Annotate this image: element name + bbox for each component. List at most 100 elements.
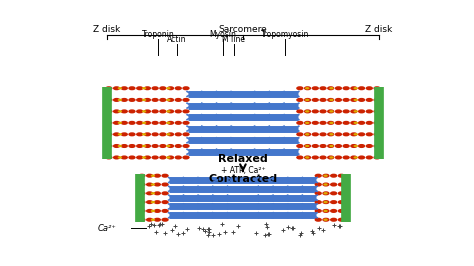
Circle shape	[152, 109, 159, 113]
Circle shape	[358, 121, 365, 125]
Circle shape	[343, 175, 349, 178]
Circle shape	[323, 210, 328, 212]
Circle shape	[354, 99, 358, 101]
Circle shape	[350, 155, 357, 160]
Circle shape	[174, 109, 182, 113]
Circle shape	[330, 174, 337, 178]
Circle shape	[174, 144, 182, 148]
Circle shape	[136, 121, 143, 125]
Text: Myosin: Myosin	[210, 30, 236, 39]
Circle shape	[358, 98, 365, 102]
Circle shape	[311, 98, 319, 102]
Circle shape	[138, 182, 146, 186]
Circle shape	[343, 132, 350, 136]
Circle shape	[335, 86, 342, 90]
Circle shape	[151, 210, 155, 212]
Circle shape	[327, 109, 334, 113]
Circle shape	[128, 144, 136, 148]
Circle shape	[152, 121, 159, 125]
Circle shape	[159, 109, 166, 113]
Circle shape	[350, 132, 357, 136]
Circle shape	[113, 121, 120, 125]
Circle shape	[167, 144, 174, 148]
Circle shape	[161, 209, 169, 213]
Circle shape	[104, 136, 110, 140]
Circle shape	[144, 109, 151, 113]
Circle shape	[305, 110, 310, 113]
Circle shape	[311, 121, 319, 125]
Circle shape	[323, 218, 328, 221]
Circle shape	[319, 109, 327, 113]
Circle shape	[146, 200, 153, 204]
Circle shape	[146, 182, 153, 186]
Circle shape	[137, 181, 143, 185]
Circle shape	[151, 201, 155, 203]
Circle shape	[104, 106, 110, 109]
Circle shape	[144, 132, 151, 136]
Circle shape	[329, 122, 334, 124]
Circle shape	[138, 200, 146, 204]
Text: Ca²⁺: Ca²⁺	[98, 224, 116, 233]
Circle shape	[350, 109, 357, 113]
Circle shape	[120, 109, 128, 113]
Circle shape	[329, 87, 334, 89]
Circle shape	[330, 182, 337, 186]
Circle shape	[152, 98, 159, 102]
Circle shape	[335, 132, 342, 136]
Circle shape	[174, 86, 182, 90]
Circle shape	[144, 155, 151, 160]
Circle shape	[144, 86, 151, 90]
Circle shape	[136, 155, 143, 160]
Circle shape	[322, 174, 329, 178]
Circle shape	[161, 218, 169, 222]
Circle shape	[323, 192, 328, 194]
Circle shape	[182, 86, 190, 90]
Text: Sarcomere: Sarcomere	[219, 25, 267, 34]
Circle shape	[128, 132, 136, 136]
Circle shape	[142, 110, 146, 113]
Circle shape	[154, 191, 161, 195]
Circle shape	[365, 144, 373, 148]
Circle shape	[304, 155, 311, 160]
Circle shape	[335, 155, 342, 160]
Circle shape	[315, 191, 322, 195]
Circle shape	[104, 99, 110, 103]
Circle shape	[335, 121, 342, 125]
Circle shape	[329, 145, 334, 147]
Circle shape	[337, 182, 345, 186]
Circle shape	[120, 86, 128, 90]
Circle shape	[330, 209, 337, 213]
Circle shape	[358, 132, 365, 136]
Circle shape	[138, 174, 146, 178]
Circle shape	[358, 155, 365, 160]
Circle shape	[151, 218, 155, 221]
Circle shape	[296, 132, 303, 136]
Circle shape	[376, 143, 382, 146]
Circle shape	[327, 155, 334, 160]
Circle shape	[343, 98, 350, 102]
Circle shape	[104, 118, 110, 121]
Circle shape	[343, 212, 349, 215]
Text: Actin: Actin	[167, 35, 187, 44]
Circle shape	[343, 200, 349, 203]
Circle shape	[113, 155, 120, 160]
Circle shape	[329, 99, 334, 101]
Circle shape	[154, 200, 161, 204]
Circle shape	[376, 124, 382, 127]
Circle shape	[327, 121, 334, 125]
Circle shape	[315, 218, 322, 222]
Circle shape	[335, 98, 342, 102]
Circle shape	[152, 155, 159, 160]
Circle shape	[104, 112, 110, 115]
Text: Relaxed: Relaxed	[218, 154, 268, 164]
Circle shape	[137, 200, 143, 203]
Circle shape	[322, 191, 329, 195]
Circle shape	[311, 144, 319, 148]
Circle shape	[343, 155, 350, 160]
Text: Contracted: Contracted	[209, 174, 277, 184]
Circle shape	[319, 132, 327, 136]
Circle shape	[105, 144, 112, 148]
Circle shape	[167, 121, 174, 125]
Circle shape	[118, 133, 122, 136]
Circle shape	[305, 122, 310, 124]
